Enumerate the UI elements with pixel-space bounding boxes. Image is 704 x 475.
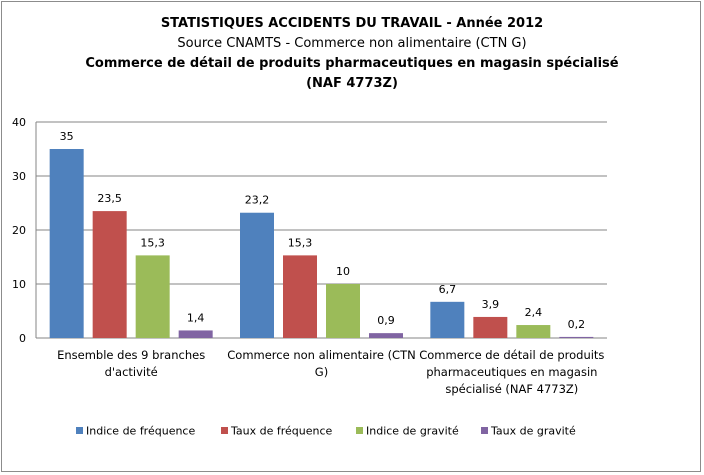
data-label: 10 — [336, 265, 350, 278]
chart-subtitle-naf: (NAF 4773Z) — [306, 76, 398, 91]
bar-2-3 — [473, 316, 508, 338]
bar-4-2 — [369, 333, 403, 338]
bar-4-1 — [178, 330, 213, 338]
y-tick-label: 20 — [12, 224, 26, 237]
x-tick-label: Ensemble des 9 branches d'activité — [57, 348, 205, 379]
bar-2-1 — [92, 211, 127, 338]
legend-swatch — [221, 427, 228, 434]
y-tick-label: 0 — [19, 332, 26, 345]
legend-entry: Indice de fréquence — [86, 425, 195, 438]
data-label: 15,3 — [140, 236, 165, 249]
bar-1-1 — [49, 149, 84, 338]
legend-swatch — [76, 427, 83, 434]
bar-1-3 — [430, 301, 465, 338]
legend-entry: Taux de gravité — [490, 425, 576, 438]
bar-3-3 — [516, 325, 551, 338]
data-label: 23,2 — [245, 194, 270, 207]
bar-3-2 — [326, 284, 360, 338]
chart-subtitle-source: Source CNAMTS - Commerce non alimentaire… — [177, 36, 527, 51]
data-label: 2,4 — [525, 306, 543, 319]
y-tick-label: 40 — [12, 116, 26, 129]
chart-subtitle-sector: Commerce de détail de produits pharmaceu… — [85, 56, 619, 71]
data-label: 3,9 — [482, 298, 500, 311]
data-label: 1,4 — [187, 311, 205, 324]
legend-entry: Indice de gravité — [366, 425, 459, 438]
data-label: 15,3 — [288, 236, 313, 249]
bar-1-2 — [240, 212, 274, 338]
data-label: 23,5 — [97, 192, 122, 205]
data-label: 0,9 — [377, 314, 395, 327]
legend-swatch — [356, 427, 363, 434]
legend-entry: Taux de fréquence — [230, 425, 333, 438]
chart-title: STATISTIQUES ACCIDENTS DU TRAVAIL - Anné… — [160, 16, 544, 31]
data-label: 35 — [60, 130, 74, 143]
data-label: 6,7 — [439, 283, 457, 296]
y-tick-label: 30 — [12, 170, 26, 183]
bar-3-1 — [135, 255, 170, 338]
x-tick-label: Commerce non alimentaire (CTN G) — [227, 348, 415, 379]
bar-4-3 — [559, 336, 594, 338]
y-tick-label: 10 — [12, 278, 26, 291]
x-tick-label: Commerce de détail de produits pharmaceut… — [419, 348, 604, 396]
legend-swatch — [481, 427, 488, 434]
bar-2-2 — [283, 255, 317, 338]
data-label: 0,2 — [568, 318, 586, 331]
